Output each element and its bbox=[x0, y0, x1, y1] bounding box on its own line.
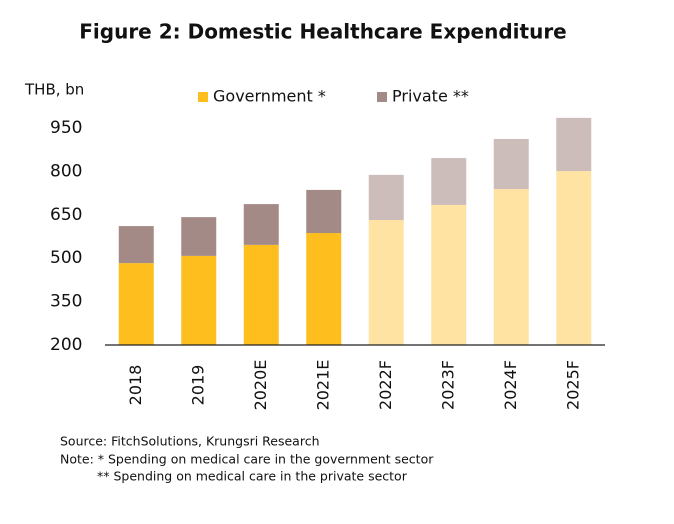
bar-segment bbox=[368, 220, 404, 345]
bar-segment bbox=[243, 204, 279, 245]
x-tick-label: 2023F bbox=[438, 360, 457, 410]
x-tick-label: 2025F bbox=[563, 360, 582, 410]
bar-segment bbox=[431, 158, 467, 205]
x-tick-label: 2020E bbox=[251, 360, 270, 411]
x-tick-label: 2018 bbox=[126, 365, 145, 406]
note: Note: * Spending on medical care in the … bbox=[60, 452, 434, 467]
bar-segment bbox=[306, 189, 342, 234]
y-tick-label: 650 bbox=[50, 205, 82, 225]
legend-label: Government * bbox=[213, 87, 326, 106]
y-tick-label: 800 bbox=[50, 161, 82, 181]
bar-segment bbox=[431, 204, 467, 345]
bar-segment bbox=[493, 138, 529, 190]
legend-label: Private ** bbox=[392, 87, 469, 106]
x-tick-label: 2024F bbox=[501, 360, 520, 410]
bar-segment bbox=[556, 117, 592, 172]
x-tick-label: 2022F bbox=[376, 360, 395, 410]
bar-segment bbox=[118, 226, 154, 264]
bar-segment bbox=[368, 174, 404, 221]
bar-segment bbox=[243, 244, 279, 345]
legend-swatch bbox=[377, 92, 387, 102]
bar-segment bbox=[556, 171, 592, 345]
bar-segment bbox=[306, 233, 342, 345]
bar-segment bbox=[181, 217, 217, 256]
y-tick-label: 500 bbox=[50, 248, 82, 268]
x-tick-label: 2019 bbox=[188, 365, 207, 406]
y-tick-label: 350 bbox=[50, 292, 82, 312]
source-note: Source: FitchSolutions, Krungsri Researc… bbox=[60, 434, 320, 449]
bar-segment bbox=[181, 255, 217, 345]
note: ** Spending on medical care in the priva… bbox=[97, 469, 408, 484]
x-tick-label: 2021E bbox=[313, 360, 332, 411]
bar-segment bbox=[493, 189, 529, 345]
legend-swatch bbox=[198, 92, 208, 102]
y-tick-label: 200 bbox=[50, 335, 82, 355]
y-axis-label: THB, bn bbox=[24, 81, 84, 99]
y-tick-label: 950 bbox=[50, 118, 82, 138]
bar-segment bbox=[118, 263, 154, 345]
chart-title: Figure 2: Domestic Healthcare Expenditur… bbox=[79, 20, 567, 44]
